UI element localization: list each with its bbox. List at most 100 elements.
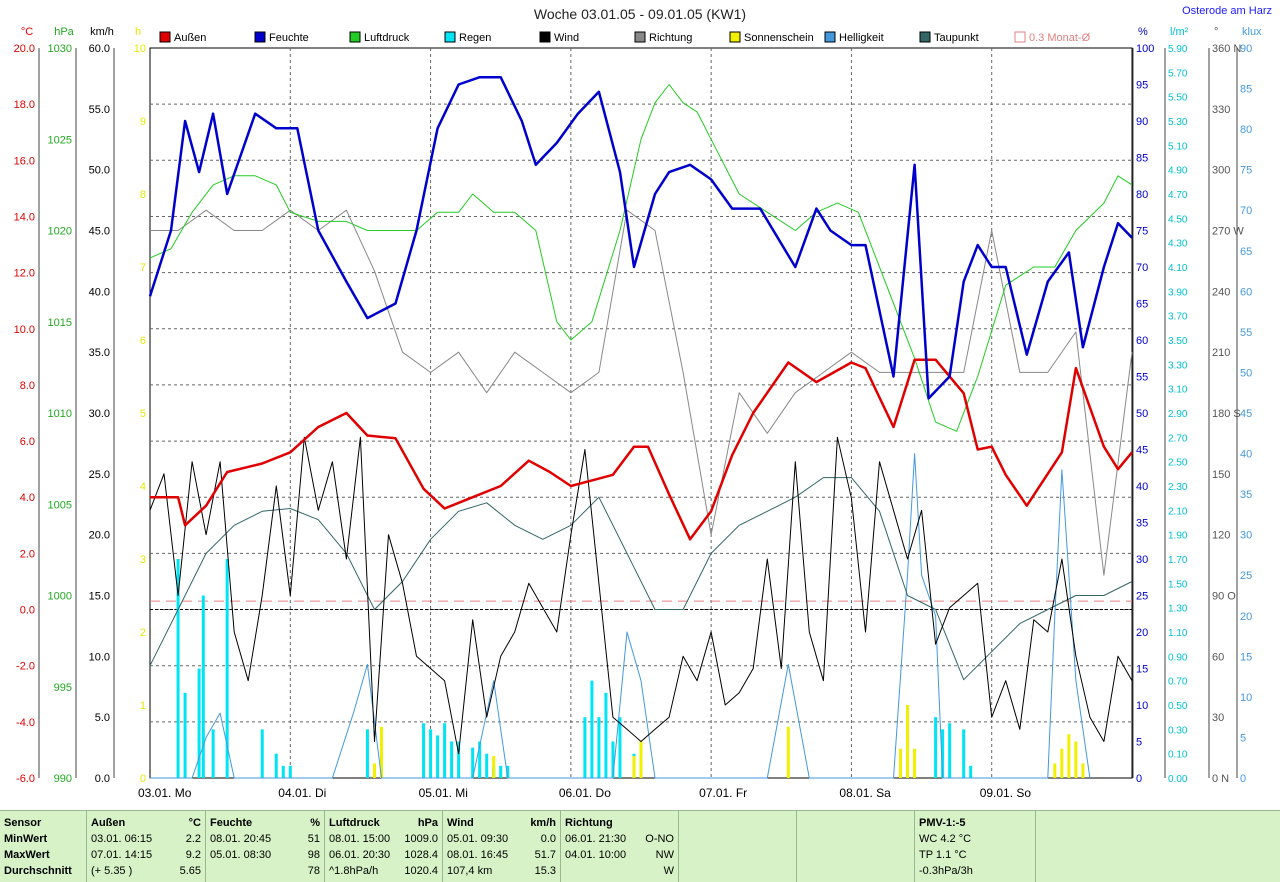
legend-item: Wind [539,31,579,44]
axis-tick-label: 50 [1136,408,1148,420]
axis-unit: hPa [54,26,74,38]
rain-bar [583,717,587,778]
axis-tick-label: 5.50 [1168,93,1188,104]
axis-tick-label: 15 [1136,664,1148,676]
max-value: 9.2 [185,849,201,861]
rain-bar [485,753,489,778]
col-title: Außen [91,817,126,829]
axis-tick-label: 45 [1136,445,1148,457]
axis-tick-label: 85 [1240,84,1252,96]
max-value: 51.7 [534,849,556,861]
axis-tick-label: 0.0 [20,605,35,617]
axis-tick-label: 40 [1240,449,1252,461]
axis-tick-label: 4.0 [20,492,35,504]
col-pmv: PMV-1:-5 WC 4.2 °C TP 1.1 °C -0.3hPa/3h [915,811,1036,882]
axis-tick-label: -4.0 [16,717,35,729]
axis-tick-label: -2.0 [16,661,35,673]
left-axis: hPa 1030 1025 1020 1015 1010 1005 1000 995 990 [48,26,77,785]
rain-bar [499,765,503,778]
axis-tick-label: 1 [140,700,146,712]
sunshine-bar [1060,748,1064,778]
axis-tick-label: 25 [1136,591,1148,603]
axis-tick-label: 3.50 [1168,336,1188,347]
legend-item: Helligkeit [824,31,884,44]
axis-tick-label: 0 [1136,773,1142,785]
day-label: 04.01. Di [278,786,326,800]
rain-bar [260,729,264,778]
axis-tick-label: 65 [1240,246,1252,258]
legend-label: Taupunkt [934,32,979,44]
axis-tick-label: 30 [1240,530,1252,542]
rain-bar [506,765,510,778]
legend-swatch [824,31,836,43]
series-line-außen [150,358,1133,541]
summary-table: Sensor MinWert MaxWert Durchschnitt Auße… [0,810,1280,882]
legend-swatch [539,31,551,43]
axis-tick-label: 0.10 [1168,750,1188,761]
axis-tick-label: 95 [1136,80,1148,92]
max-value: 98 [307,849,320,861]
rain-bar [471,747,475,778]
axis-unit: l/m² [1170,26,1189,38]
axis-tick-label: 4.70 [1168,190,1188,201]
legend-swatch [159,31,171,43]
legend-item: Richtung [634,31,692,44]
sunshine-bar [1081,763,1085,778]
rain-bar [962,729,966,778]
legend-swatch [919,31,931,43]
legend-item: Regen [444,31,491,44]
axis-tick-label: 35.0 [89,347,110,359]
rain-bar [201,595,205,778]
legend-label: Luftdruck [364,32,410,44]
rain-bar [176,559,180,778]
col-unit: km/h [530,817,556,829]
row-label-max: MaxWert [4,849,50,861]
rain-bar [436,735,440,778]
min-time: 08.01. 20:45 [210,833,272,845]
avg-note: 107,4 km [447,865,493,877]
axis-tick-label: 0.30 [1168,725,1188,736]
rain-bar [590,680,594,778]
avg-note: (+ 5.35 ) [91,865,133,877]
bar-series [176,559,1085,778]
axis-tick-label: 0 [1240,773,1246,785]
max-time: 05.01. 08:30 [210,849,272,861]
axis-tick-label: 85 [1136,153,1148,165]
axis-tick-label: 150 [1212,469,1230,481]
axis-tick-label: 10.0 [14,324,35,336]
col-title: Feuchte [210,817,253,829]
avg-value: W [663,865,674,877]
rain-bar [274,753,278,778]
rain-bar [969,765,973,778]
axis-tick-label: 20 [1136,627,1148,639]
axis-tick-label: 5.90 [1168,44,1188,55]
axis-tick-label: 35 [1240,489,1252,501]
rain-bar [597,717,601,778]
axis-tick-label: 5 [1136,737,1142,749]
axis-tick-label: 5.70 [1168,68,1188,79]
axis-tick-label: 45.0 [89,226,110,238]
axis-tick-label: 18.0 [14,99,35,111]
axis-tick-label: 60 [1240,286,1252,298]
axis-tick-label: 120 [1212,530,1230,542]
max-time: 04.01. 10:00 [565,849,627,861]
left-axis: km/h 60.0 55.0 50.0 45.0 40.0 35.0 30.0 25.0 20.0… [89,26,115,785]
legend-swatch [349,31,361,43]
axis-tick-label: 210 [1212,347,1230,359]
rain-bar [422,723,426,778]
axis-tick-label: 80 [1136,189,1148,201]
axis-tick-label: 16.0 [14,155,35,167]
day-label: 09.01. So [980,786,1032,800]
col-luftdruck: Luftdruck hPa 08.01. 15:00 1009.0 06.01. 2… [325,811,443,882]
right-axis: %100959085807570656055504540353025201510… [1132,26,1154,785]
min-value: 2.2 [185,833,201,845]
axis-tick-label: 1020 [48,226,72,238]
rain-bar [478,741,482,778]
axis-tick-label: 55.0 [89,104,110,116]
axis-tick-label: 12.0 [14,268,35,280]
series-line-wind [149,436,1133,755]
axis-tick-label: 20.0 [89,530,110,542]
sunshine-bar [632,756,636,778]
axis-tick-label: 55 [1136,372,1148,384]
min-value: 51 [307,833,320,845]
